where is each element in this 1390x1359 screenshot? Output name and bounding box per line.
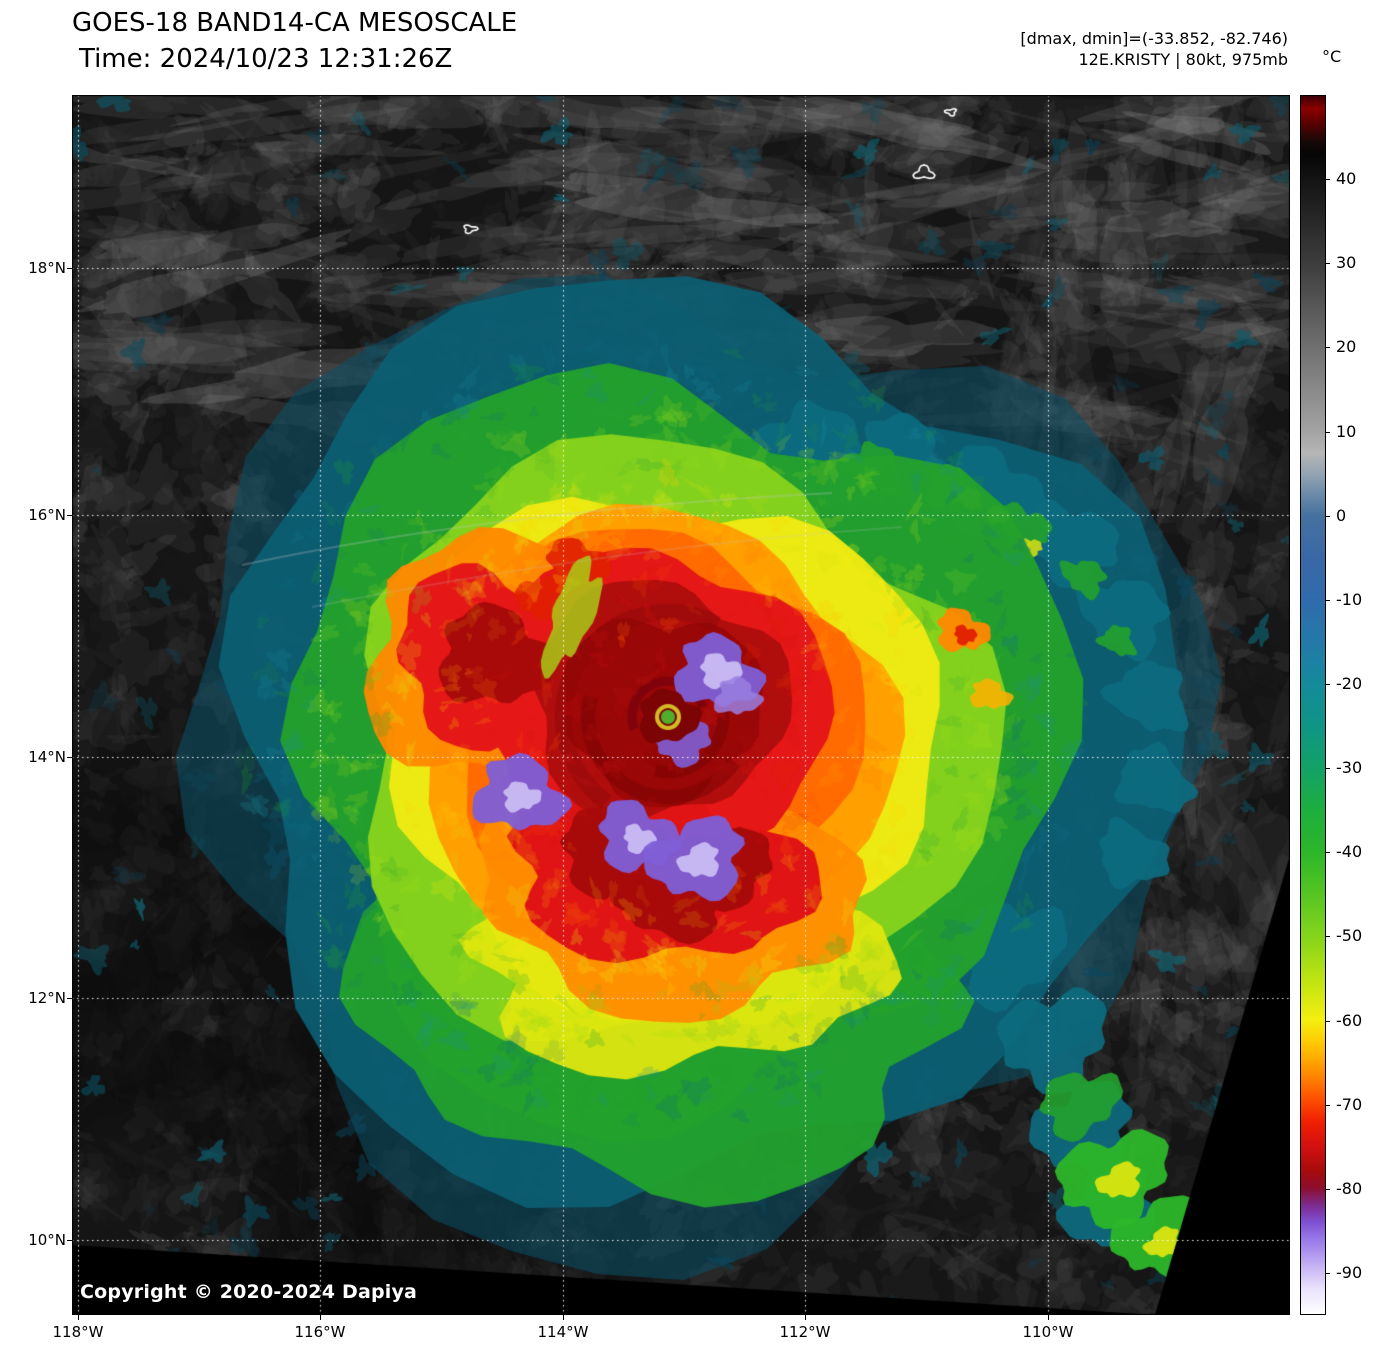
colorbar-tick-mark <box>1326 1272 1330 1274</box>
colorbar-tick-label: 20 <box>1336 337 1357 357</box>
colorbar-tick-label: -70 <box>1336 1094 1363 1114</box>
colorbar-tick-mark <box>1326 431 1330 433</box>
lon-tick-mark <box>1048 1315 1049 1320</box>
colorbar-tick-mark <box>1326 936 1330 938</box>
plot-title: GOES-18 BAND14-CA MESOSCALE <box>72 8 518 38</box>
lon-tick-mark <box>563 1315 564 1320</box>
lat-tick-label: 16°N <box>28 506 66 524</box>
lon-tick-label: 114°W <box>537 1323 589 1341</box>
colorbar-tick-label: -30 <box>1336 758 1363 778</box>
plot-annotations: [dmax, dmin]=(-33.852, -82.746) 12E.KRIS… <box>1020 28 1288 70</box>
lon-tick-label: 116°W <box>294 1323 346 1341</box>
lat-tick-label: 18°N <box>28 259 66 277</box>
lon-tick-label: 118°W <box>52 1323 104 1341</box>
satellite-image-canvas <box>72 95 1290 1315</box>
colorbar-unit-label: °C <box>1322 47 1342 66</box>
colorbar-tick-mark <box>1326 1104 1330 1106</box>
colorbar-tick-label: 40 <box>1336 169 1357 189</box>
colorbar-tick-mark <box>1326 683 1330 685</box>
dmax-dmin-label: [dmax, dmin]=(-33.852, -82.746) <box>1020 29 1288 48</box>
lat-tick-label: 10°N <box>28 1231 66 1249</box>
lon-tick-mark <box>320 1315 321 1320</box>
colorbar-tick-label: 0 <box>1336 505 1347 525</box>
colorbar-tick-label: 10 <box>1336 421 1357 441</box>
colorbar-tick-label: -50 <box>1336 926 1363 946</box>
map-frame: Copyright © 2020-2024 Dapiya <box>72 95 1290 1315</box>
colorbar-tick-label: -10 <box>1336 589 1363 609</box>
colorbar-tick-mark <box>1326 1188 1330 1190</box>
storm-info-label: 12E.KRISTY | 80kt, 975mb <box>1078 50 1289 69</box>
colorbar-tick-mark <box>1326 1020 1330 1022</box>
lon-tick-label: 110°W <box>1022 1323 1074 1341</box>
lat-tick-label: 12°N <box>28 989 66 1007</box>
colorbar-tick-label: -90 <box>1336 1262 1363 1282</box>
colorbar-gradient <box>1300 95 1326 1315</box>
plot-time: Time: 2024/10/23 12:31:26Z <box>79 44 453 74</box>
colorbar-tick-label: -80 <box>1336 1178 1363 1198</box>
colorbar-tick-label: -20 <box>1336 673 1363 693</box>
lat-tick-label: 14°N <box>28 748 66 766</box>
colorbar: 40 30 20 10 0 -10 -20 -30 -40 -50 -60 -70 -80 -90 <box>1300 95 1390 1315</box>
colorbar-tick-mark <box>1326 263 1330 265</box>
lon-tick-mark <box>78 1315 79 1320</box>
colorbar-tick-mark <box>1326 515 1330 517</box>
colorbar-tick-mark <box>1326 852 1330 854</box>
colorbar-tick-label: -60 <box>1336 1010 1363 1030</box>
colorbar-tick-mark <box>1326 347 1330 349</box>
colorbar-tick-mark <box>1326 599 1330 601</box>
copyright-label: Copyright © 2020-2024 Dapiya <box>80 1281 418 1303</box>
lon-tick-label: 112°W <box>779 1323 831 1341</box>
colorbar-tick-label: 30 <box>1336 253 1357 273</box>
colorbar-tick-mark <box>1326 179 1330 181</box>
lon-tick-mark <box>805 1315 806 1320</box>
colorbar-tick-mark <box>1326 768 1330 770</box>
colorbar-tick-label: -40 <box>1336 842 1363 862</box>
